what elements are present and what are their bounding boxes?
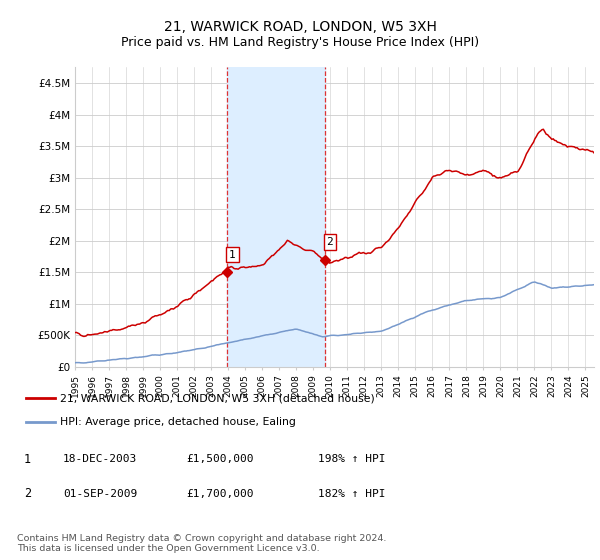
Text: £1,500,000: £1,500,000 bbox=[186, 454, 254, 464]
Text: 198% ↑ HPI: 198% ↑ HPI bbox=[318, 454, 386, 464]
Text: 1: 1 bbox=[229, 250, 236, 260]
Text: 18-DEC-2003: 18-DEC-2003 bbox=[63, 454, 137, 464]
Text: 1: 1 bbox=[24, 452, 31, 466]
Text: 21, WARWICK ROAD, LONDON, W5 3XH (detached house): 21, WARWICK ROAD, LONDON, W5 3XH (detach… bbox=[60, 393, 375, 403]
Text: Price paid vs. HM Land Registry's House Price Index (HPI): Price paid vs. HM Land Registry's House … bbox=[121, 36, 479, 49]
Text: £1,700,000: £1,700,000 bbox=[186, 489, 254, 499]
Text: 01-SEP-2009: 01-SEP-2009 bbox=[63, 489, 137, 499]
Text: Contains HM Land Registry data © Crown copyright and database right 2024.
This d: Contains HM Land Registry data © Crown c… bbox=[17, 534, 386, 553]
Text: 2: 2 bbox=[24, 487, 31, 501]
Bar bbox=[227, 67, 325, 367]
Text: 21, WARWICK ROAD, LONDON, W5 3XH: 21, WARWICK ROAD, LONDON, W5 3XH bbox=[164, 20, 436, 34]
Text: 182% ↑ HPI: 182% ↑ HPI bbox=[318, 489, 386, 499]
Text: 2: 2 bbox=[326, 237, 333, 247]
Text: HPI: Average price, detached house, Ealing: HPI: Average price, detached house, Eali… bbox=[60, 417, 296, 427]
